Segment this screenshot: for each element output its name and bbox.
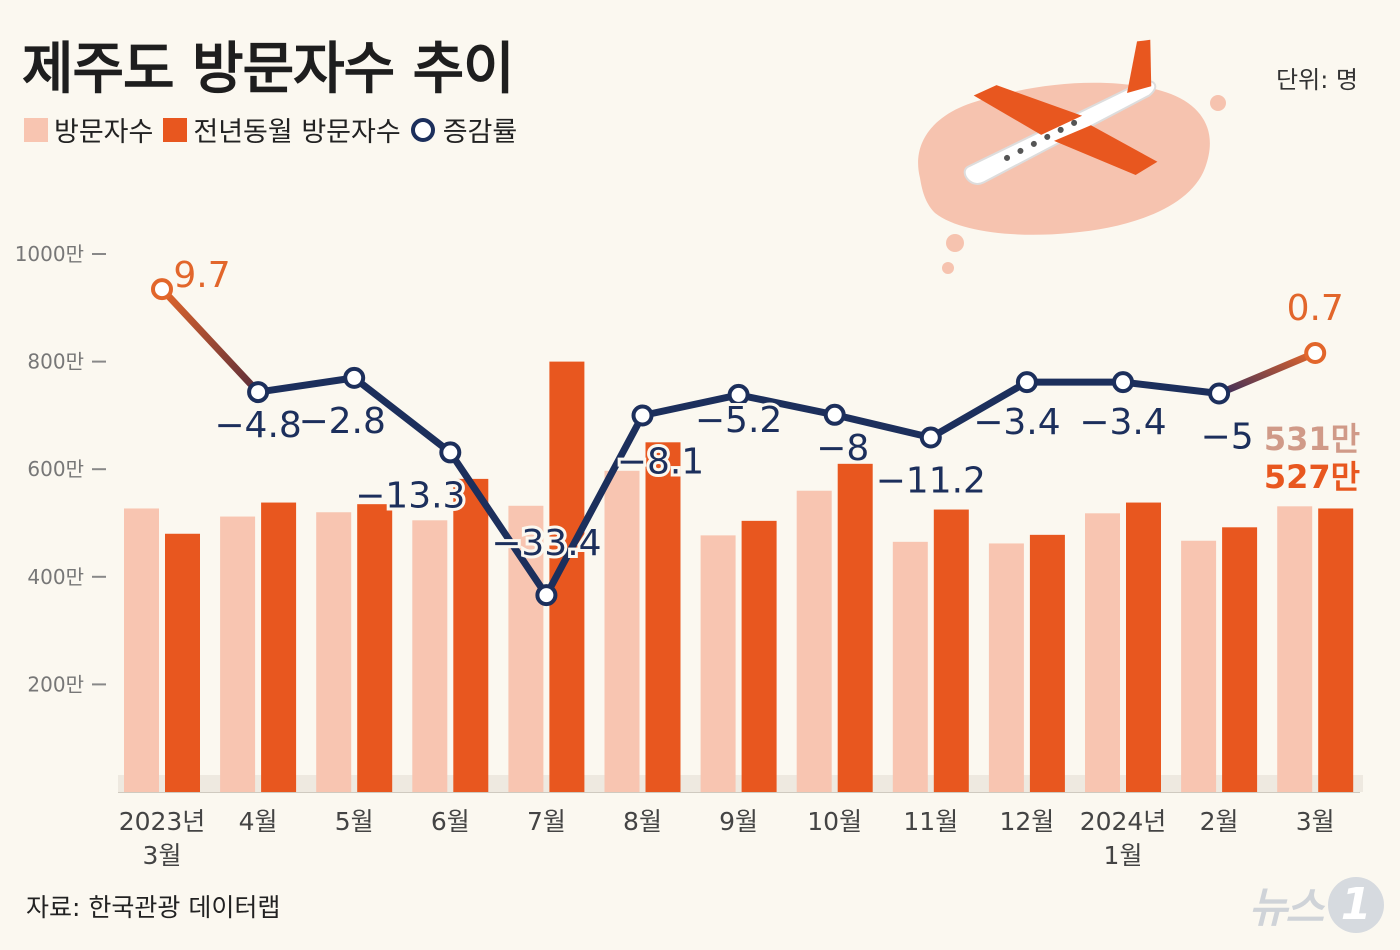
change-point xyxy=(1304,342,1327,365)
bar-visitors xyxy=(988,543,1024,792)
change-label: −5.2 xyxy=(695,400,782,441)
x-tick-label: 1월 xyxy=(1104,841,1143,870)
change-point xyxy=(151,278,173,301)
legend-item-prev-year: 전년동월 방문자수 xyxy=(163,110,401,149)
baseline-strip xyxy=(118,775,1363,792)
change-point xyxy=(1208,382,1231,405)
legend-marker-change xyxy=(410,117,435,142)
change-label: −8.1 xyxy=(617,442,704,483)
bar-visitors xyxy=(1085,513,1120,792)
bar-prev-year xyxy=(741,520,777,792)
logo-text: 뉴스 xyxy=(1248,883,1324,932)
change-point xyxy=(439,441,462,464)
last-visitors-label: 531만 xyxy=(1264,420,1360,458)
bar-visitors xyxy=(124,508,159,792)
bar-visitors xyxy=(604,470,640,792)
bar-prev-year xyxy=(1222,527,1258,792)
legend-item-change: 증감률 xyxy=(410,110,518,149)
change-label: −8 xyxy=(816,428,869,469)
x-tick-label: 8월 xyxy=(623,807,662,836)
legend: 방문자수 전년동월 방문자수 증감률 xyxy=(24,110,527,149)
plot-area xyxy=(118,150,1363,792)
bar-prev-year xyxy=(1126,502,1161,792)
change-line-segment xyxy=(158,285,262,396)
bar-visitors xyxy=(796,490,832,792)
x-tick-label: 3월 xyxy=(143,841,182,870)
x-tick-label: 11월 xyxy=(903,807,958,836)
x-tick-label: 9월 xyxy=(719,807,758,836)
x-tick-label: 10월 xyxy=(807,807,862,836)
change-label: −13.3 xyxy=(355,475,465,516)
change-label: −3.4 xyxy=(1079,402,1166,443)
bar-prev-year xyxy=(261,502,297,792)
change-point xyxy=(535,584,558,607)
bar-visitors xyxy=(412,520,448,792)
bar-prev-year xyxy=(453,478,489,792)
y-tick-label: 800만 xyxy=(27,350,84,374)
bar-prev-year xyxy=(837,463,873,792)
legend-swatch-prev-year xyxy=(163,117,188,142)
change-label: −2.8 xyxy=(298,401,385,442)
bar-visitors xyxy=(220,516,256,792)
legend-label-change: 증감률 xyxy=(442,117,518,148)
change-point xyxy=(919,426,942,449)
x-tick-label: 6월 xyxy=(431,807,470,836)
change-label: −11.2 xyxy=(876,461,986,502)
legend-label-prev-year: 전년동월 방문자수 xyxy=(193,117,401,148)
change-line-segment xyxy=(1215,349,1319,397)
bar-prev-year xyxy=(165,533,200,792)
bar-visitors xyxy=(1277,506,1313,792)
island-dot xyxy=(946,234,964,252)
bar-prev-year xyxy=(357,504,393,792)
legend-label-visitors: 방문자수 xyxy=(54,117,154,148)
last-prev-year-label: 527만 xyxy=(1264,458,1360,496)
bar-visitors xyxy=(892,541,928,792)
y-tick-label: 200만 xyxy=(27,672,84,696)
x-tick-label: 5월 xyxy=(335,807,374,836)
island-dot xyxy=(942,262,954,274)
bar-visitors xyxy=(316,512,352,792)
x-tick-label: 2023년 xyxy=(119,807,206,836)
airplane-icon xyxy=(963,39,1158,185)
y-tick-label: 1000만 xyxy=(15,242,84,266)
unit-label: 단위: 명 xyxy=(1276,66,1358,94)
bar-visitors xyxy=(700,535,736,792)
change-point xyxy=(247,381,270,404)
change-label: −5 xyxy=(1201,417,1254,458)
x-tick-label: 4월 xyxy=(239,807,278,836)
legend-item-visitors: 방문자수 xyxy=(24,110,153,149)
news1-logo: 뉴스 1 xyxy=(1249,874,1384,935)
x-tick-label: 3월 xyxy=(1296,807,1335,836)
logo-badge: 1 xyxy=(1328,876,1384,933)
y-tick-label: 600만 xyxy=(27,457,84,481)
change-point xyxy=(343,366,366,389)
x-tick-label: 2월 xyxy=(1200,807,1239,836)
change-label: −3.4 xyxy=(973,402,1060,443)
legend-swatch-visitors xyxy=(24,117,48,142)
bar-prev-year xyxy=(1029,534,1065,792)
source-text: 자료: 한국관광 데이터랩 xyxy=(26,893,281,922)
jeju-island-shape xyxy=(918,82,1210,235)
x-tick-label: 12월 xyxy=(999,807,1054,836)
change-point xyxy=(823,403,846,426)
change-label: −33.4 xyxy=(491,523,601,564)
bar-prev-year xyxy=(933,509,969,792)
change-point xyxy=(1112,371,1134,394)
change-point xyxy=(727,383,750,406)
x-tick-label: 2024년 xyxy=(1080,807,1167,836)
change-label: 0.7 xyxy=(1287,288,1344,329)
bar-prev-year xyxy=(1318,508,1354,792)
x-tick-label: 7월 xyxy=(527,807,566,836)
airplane-island-illustration xyxy=(918,39,1226,274)
chart-title: 제주도 방문자수 추이 xyxy=(22,37,515,102)
change-point xyxy=(631,404,654,427)
bar-prev-year xyxy=(645,442,681,792)
change-label: −4.8 xyxy=(214,405,301,446)
y-tick-label: 400만 xyxy=(27,565,84,589)
bar-visitors xyxy=(1181,540,1217,792)
change-label: 9.7 xyxy=(173,255,230,296)
island-dot xyxy=(1210,95,1226,111)
change-point xyxy=(1015,371,1038,394)
